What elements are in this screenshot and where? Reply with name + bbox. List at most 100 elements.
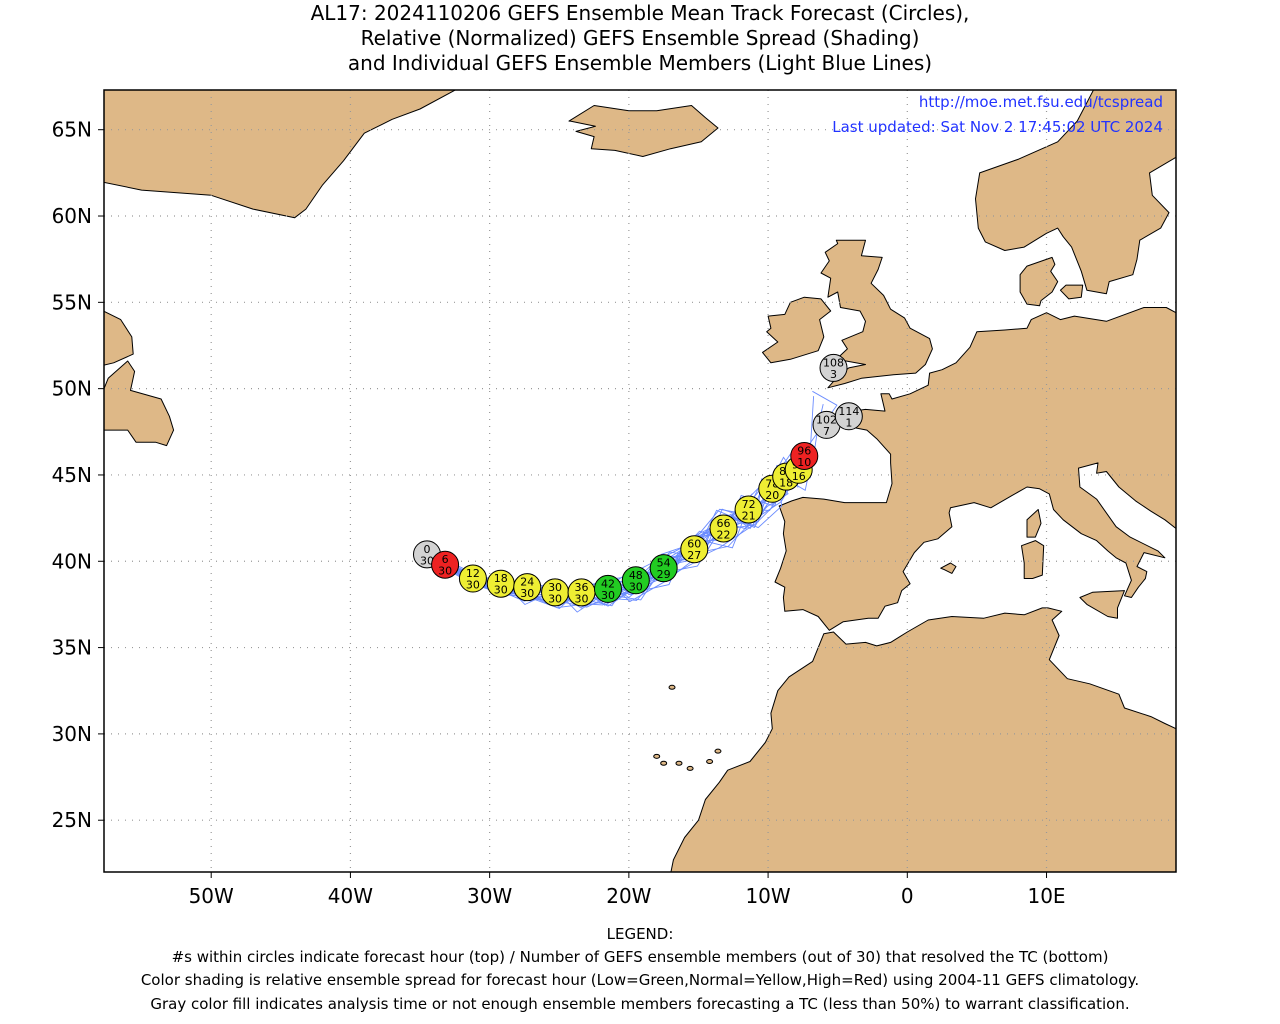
member-count-label: 30 bbox=[420, 554, 434, 567]
forecast-hour-label: 6 bbox=[442, 553, 449, 566]
track-circle bbox=[593, 574, 622, 603]
track-circle bbox=[790, 441, 819, 470]
title-line-2: Relative (Normalized) GEFS Ensemble Spre… bbox=[360, 26, 920, 50]
lon-label: 40W bbox=[328, 884, 373, 908]
member-count-label: 30 bbox=[438, 565, 452, 578]
longitude-labels: 50W 40W 30W 20W 10W 0 10E bbox=[189, 872, 1066, 908]
land-africa bbox=[670, 607, 1176, 872]
land-newfoundland bbox=[104, 360, 175, 447]
forecast-hour-label: 60 bbox=[687, 538, 701, 551]
latitude-labels: 65N 60N 55N 50N 45N 40N 35N 30N 25N bbox=[52, 118, 104, 832]
lon-label: 0 bbox=[901, 884, 914, 908]
credit-url[interactable]: http://moe.met.fsu.edu/tcspread bbox=[919, 93, 1163, 111]
lat-label: 55N bbox=[52, 290, 92, 314]
lat-label: 25N bbox=[52, 808, 92, 832]
land-scandinavia bbox=[975, 90, 1176, 295]
land-great-britain bbox=[820, 239, 933, 389]
land-continent bbox=[774, 307, 1176, 631]
member-count-label: 16 bbox=[792, 470, 806, 483]
lat-label: 50N bbox=[52, 377, 92, 401]
forecast-hour-label: 12 bbox=[466, 567, 480, 580]
land-zealand bbox=[1059, 284, 1084, 300]
member-count-label: 27 bbox=[687, 549, 701, 562]
island bbox=[675, 760, 683, 766]
forecast-hour-label: 54 bbox=[657, 557, 671, 570]
island bbox=[653, 753, 661, 759]
track-point-6: 630 bbox=[431, 550, 460, 579]
land-denmark bbox=[1019, 256, 1059, 307]
member-count-label: 30 bbox=[520, 587, 534, 600]
lat-label: 60N bbox=[52, 204, 92, 228]
legend-line-2: Color shading is relative ensemble sprea… bbox=[140, 971, 1140, 989]
lon-label: 30W bbox=[467, 884, 512, 908]
map-frame bbox=[103, 89, 1177, 873]
land-iceland bbox=[568, 105, 719, 157]
lat-label: 35N bbox=[52, 636, 92, 660]
track-circle bbox=[458, 564, 487, 593]
lon-label: 10W bbox=[745, 884, 790, 908]
legend-heading: LEGEND: bbox=[606, 925, 674, 943]
track-circle bbox=[513, 573, 542, 602]
forecast-hour-label: 24 bbox=[520, 576, 534, 589]
island bbox=[714, 748, 722, 754]
forecast-hour-label: 114 bbox=[838, 405, 859, 418]
forecast-hour-label: 96 bbox=[797, 444, 811, 457]
land-labrador bbox=[104, 310, 134, 366]
member-count-label: 3 bbox=[830, 368, 837, 381]
island bbox=[668, 684, 676, 690]
member-count-label: 21 bbox=[742, 509, 756, 522]
forecast-hour-label: 48 bbox=[629, 569, 643, 582]
lat-label: 45N bbox=[52, 463, 92, 487]
member-count-label: 30 bbox=[494, 584, 508, 597]
forecast-hour-label: 66 bbox=[717, 517, 731, 530]
member-count-label: 30 bbox=[629, 580, 643, 593]
member-count-label: 30 bbox=[575, 592, 589, 605]
track-circle bbox=[734, 495, 763, 524]
lon-label: 20W bbox=[606, 884, 651, 908]
title-line-1: AL17: 2024110206 GEFS Ensemble Mean Trac… bbox=[310, 1, 970, 25]
member-count-label: 30 bbox=[601, 589, 615, 602]
land-sicily bbox=[1079, 590, 1125, 619]
lon-label: 10E bbox=[1027, 884, 1065, 908]
lat-label: 30N bbox=[52, 722, 92, 746]
track-circle bbox=[649, 554, 678, 583]
member-count-label: 29 bbox=[657, 568, 671, 581]
member-count-label: 22 bbox=[717, 528, 731, 541]
graticule bbox=[104, 90, 1176, 872]
forecast-hour-label: 0 bbox=[423, 543, 430, 556]
lat-label: 65N bbox=[52, 118, 92, 142]
legend-line-1: #s within circles indicate forecast hour… bbox=[171, 948, 1109, 966]
forecast-hour-label: 108 bbox=[823, 356, 844, 369]
forecast-hour-label: 30 bbox=[548, 581, 562, 594]
member-count-label: 30 bbox=[548, 592, 562, 605]
member-count-label: 20 bbox=[765, 489, 779, 502]
land-ireland bbox=[762, 296, 832, 364]
member-count-label: 10 bbox=[797, 456, 811, 469]
forecast-hour-label: 72 bbox=[742, 498, 756, 511]
member-count-label: 30 bbox=[466, 579, 480, 592]
land-mallorca bbox=[940, 562, 957, 574]
track-circle bbox=[621, 566, 650, 595]
track-circle bbox=[709, 514, 738, 543]
forecast-hour-label: 36 bbox=[575, 581, 589, 594]
forecast-hour-label: 102 bbox=[816, 413, 837, 426]
title-line-3: and Individual GEFS Ensemble Members (Li… bbox=[347, 51, 933, 75]
land-corsica bbox=[1026, 509, 1042, 538]
last-updated: Last updated: Sat Nov 2 17:45:02 UTC 202… bbox=[832, 118, 1163, 136]
land-layer bbox=[104, 90, 1176, 872]
